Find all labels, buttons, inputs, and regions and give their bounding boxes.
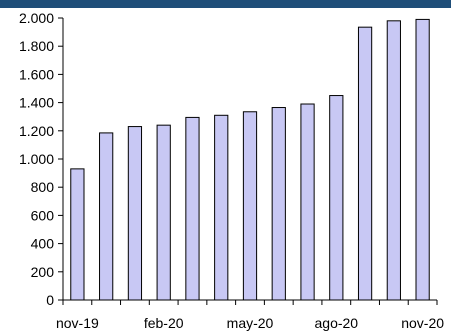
bar xyxy=(271,107,286,301)
bar xyxy=(242,111,258,301)
bar xyxy=(357,26,373,301)
bar xyxy=(185,116,200,301)
bar xyxy=(127,126,143,301)
y-tick-label: 800 xyxy=(31,179,55,195)
y-tick-label: 1.200 xyxy=(19,123,54,139)
x-tick-label: nov-19 xyxy=(56,315,99,331)
header-band xyxy=(0,0,451,8)
bar xyxy=(214,114,229,301)
x-tick-label: nov-20 xyxy=(401,315,444,331)
bar xyxy=(70,168,85,301)
y-tick-label: 1.400 xyxy=(19,95,54,111)
y-tick-label: 400 xyxy=(31,236,55,252)
y-tick-label: 0 xyxy=(46,292,54,308)
x-tick-label: may-20 xyxy=(227,315,274,331)
y-tick-label: 2.000 xyxy=(19,10,54,26)
bar xyxy=(386,20,401,301)
y-tick-label: 600 xyxy=(31,207,55,223)
bar xyxy=(99,132,114,301)
x-tick-label: ago-20 xyxy=(315,315,359,331)
x-tick-label: feb-20 xyxy=(144,315,184,331)
bar xyxy=(329,95,344,301)
y-tick-label: 1.000 xyxy=(19,151,54,167)
y-tick-label: 200 xyxy=(31,264,55,280)
bar xyxy=(156,124,171,301)
y-tick-label: 1.600 xyxy=(19,66,54,82)
y-tick-label: 1.800 xyxy=(19,38,54,54)
bar xyxy=(300,103,315,301)
bar xyxy=(415,18,430,301)
